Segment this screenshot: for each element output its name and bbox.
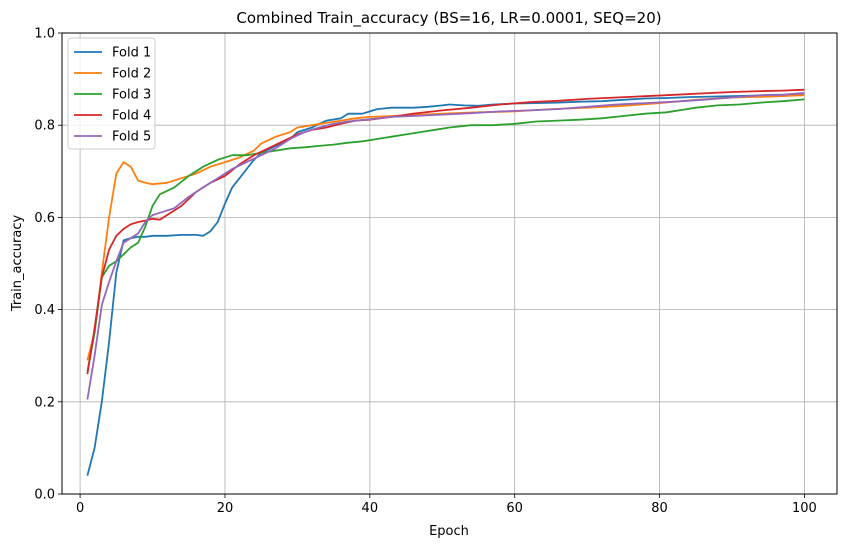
y-tick-label: 1.0 bbox=[34, 27, 55, 42]
series-lines bbox=[86, 88, 805, 476]
plot-area bbox=[62, 33, 837, 494]
legend: Fold 1 Fold 2 Fold 3 Fold 4 Fold 5 bbox=[67, 37, 156, 150]
legend-label: Fold 3 bbox=[112, 88, 151, 103]
legend-label: Fold 1 bbox=[112, 46, 151, 61]
legend-label: Fold 5 bbox=[112, 130, 151, 145]
x-tick-label: 20 bbox=[217, 501, 234, 516]
chart-title: Combined Train_accuracy (BS=16, LR=0.000… bbox=[236, 9, 661, 28]
y-tick-label: 0.6 bbox=[34, 211, 55, 226]
legend-label: Fold 4 bbox=[112, 109, 151, 124]
x-axis-label: Epoch bbox=[429, 524, 469, 539]
legend-label: Fold 2 bbox=[112, 67, 151, 82]
y-tick-label: 0.2 bbox=[34, 395, 55, 410]
series-line-fold-1 bbox=[86, 93, 805, 476]
x-tick-label: 100 bbox=[792, 501, 817, 516]
x-tick-label: 40 bbox=[362, 501, 379, 516]
y-tick-label: 0.4 bbox=[34, 303, 55, 318]
legend-box bbox=[67, 37, 156, 150]
x-tick-label: 0 bbox=[76, 501, 84, 516]
x-tick-label: 80 bbox=[651, 501, 668, 516]
axis-ticks: 0 20 40 60 80 100 0.0 0.2 0.4 0.6 0.8 1.0 bbox=[34, 27, 817, 517]
x-tick-label: 60 bbox=[506, 501, 523, 516]
y-tick-label: 0.0 bbox=[34, 488, 55, 503]
series-line-fold-5 bbox=[86, 92, 805, 400]
series-line-fold-3 bbox=[86, 98, 805, 372]
y-tick-label: 0.8 bbox=[34, 119, 55, 134]
y-axis-label: Train_accuracy bbox=[10, 215, 25, 313]
plot-frame bbox=[61, 32, 838, 495]
